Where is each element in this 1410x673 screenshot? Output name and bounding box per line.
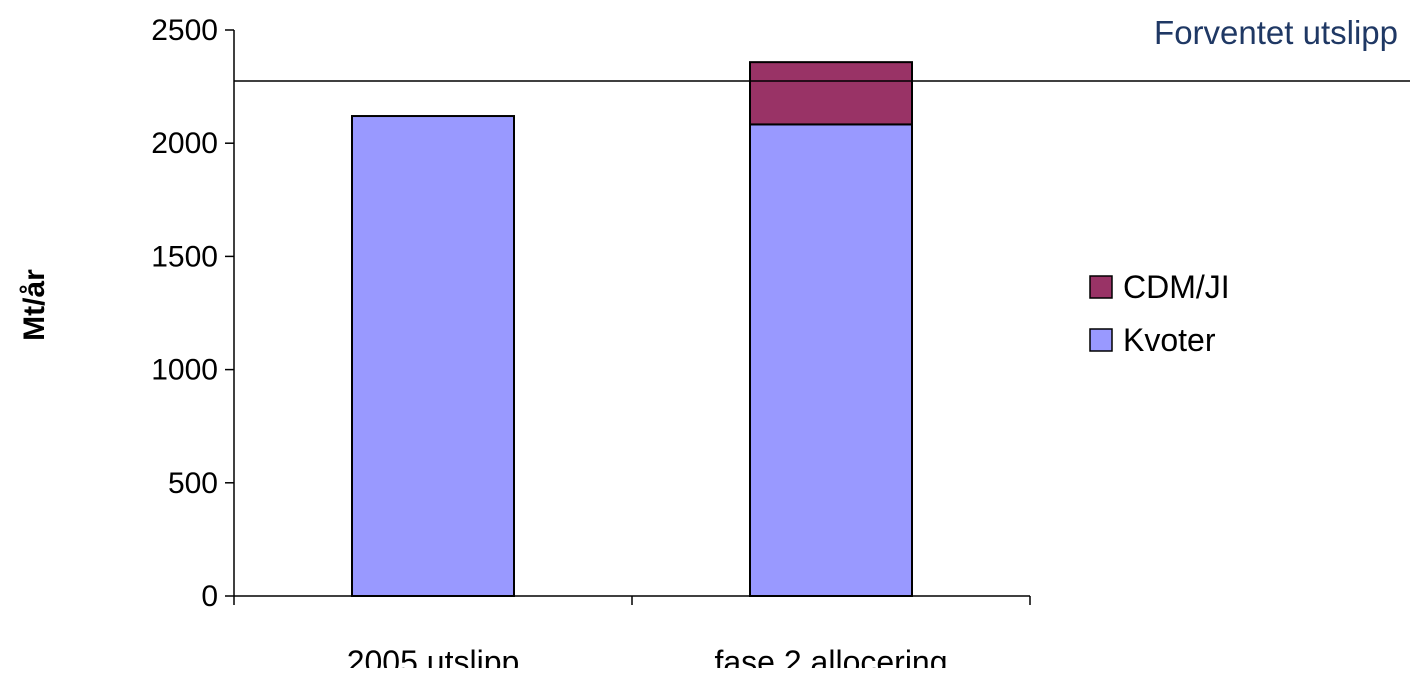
bar-cdm-ji: [749, 61, 913, 126]
y-axis-label: Mt/år: [18, 269, 51, 341]
bar-kvoter: [749, 123, 913, 597]
y-tick-label: 0: [201, 580, 218, 613]
y-tick-label: 2500: [151, 14, 218, 47]
reference-line-group: Forventet utslipp: [234, 14, 1410, 82]
bar-kvoter: [351, 115, 515, 597]
x-tick-label: 2005 utslipp: [347, 644, 520, 668]
y-tick-label: 2000: [151, 127, 218, 160]
legend: CDM/JI Kvoter: [1089, 269, 1230, 358]
bars: [351, 61, 913, 597]
legend-swatch: [1089, 328, 1113, 352]
y-tick-label: 1500: [151, 240, 218, 273]
legend-label: Kvoter: [1123, 322, 1216, 358]
x-tick-label: fase 2 allocering: [714, 644, 947, 668]
reference-line-label: Forventet utslipp: [1154, 14, 1398, 51]
legend-label: CDM/JI: [1123, 269, 1230, 305]
y-tick-label: 1000: [151, 354, 218, 387]
y-tick-label: 500: [168, 467, 218, 500]
legend-swatch: [1089, 275, 1113, 299]
